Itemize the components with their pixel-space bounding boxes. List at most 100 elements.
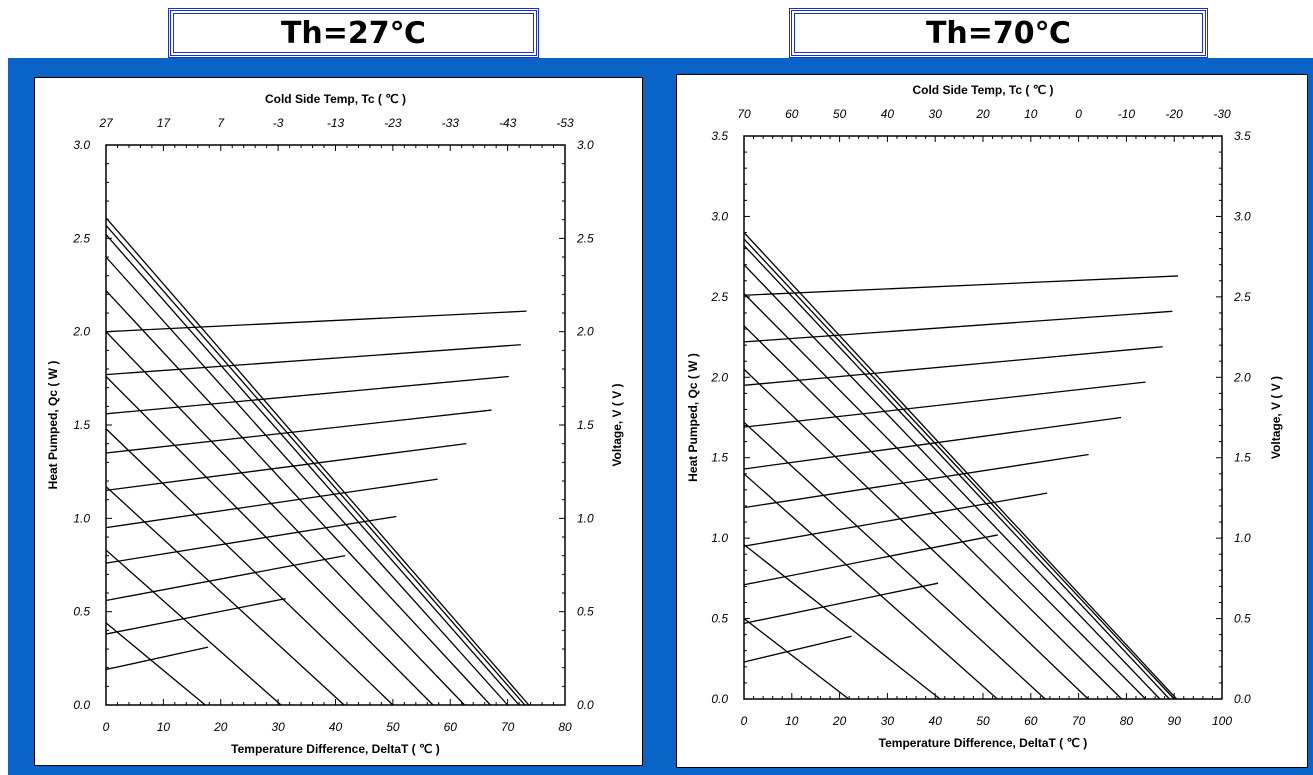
chart1-voltage-line bbox=[105, 443, 467, 491]
chart2-x-tick-label: 0 bbox=[741, 714, 748, 728]
chart1-x2-tick-label: 27 bbox=[98, 116, 114, 130]
chart1-voltage-line bbox=[105, 375, 509, 415]
chart1-voltage-line bbox=[105, 478, 438, 529]
chart2-y-axis-title: Heat Pumped, Qc ( W ) bbox=[686, 353, 700, 482]
chart2-y-tick-label: 3.5 bbox=[711, 129, 728, 143]
chart2-heat-pumped-line bbox=[743, 618, 850, 700]
chart1-x-tick-label: 30 bbox=[271, 720, 285, 734]
chart2-heat-pumped-line bbox=[743, 544, 941, 700]
chart1-y-axis-title: Heat Pumped, Qc ( W ) bbox=[46, 361, 60, 490]
chart1-y2-axis-title: Voltage, V ( V ) bbox=[610, 383, 624, 466]
chart1-heat-pumped-line bbox=[105, 256, 509, 706]
chart1-x2-tick-label: 17 bbox=[157, 116, 172, 130]
chart1-x-tick-label: 60 bbox=[444, 720, 458, 734]
chart1-y-tick-label: 2.5 bbox=[72, 231, 90, 245]
chart2-x2-tick-label: -30 bbox=[1213, 107, 1231, 121]
chart2-voltage-line bbox=[743, 453, 1089, 509]
chart1-y2-tick-label: 0.5 bbox=[577, 605, 594, 619]
chart1-voltage-line bbox=[105, 344, 521, 376]
chart1-x-axis-title: Temperature Difference, DeltaT ( ℃ ) bbox=[231, 742, 440, 756]
chart-title-right-text: Th=70℃ bbox=[925, 15, 1072, 51]
chart1-x2-tick-label: -3 bbox=[273, 116, 284, 130]
chart2-y-tick-label: 2.0 bbox=[710, 370, 728, 384]
chart2-x2-tick-label: 60 bbox=[785, 107, 799, 121]
chart2-x-tick-label: 30 bbox=[881, 714, 895, 728]
chart2-y2-tick-label: 3.0 bbox=[1234, 209, 1251, 223]
chart1-heat-pumped-line bbox=[105, 622, 206, 706]
chart2-voltage-line bbox=[743, 310, 1173, 343]
chart2-x-tick-label: 80 bbox=[1120, 714, 1134, 728]
chart2-heat-pumped-line bbox=[743, 421, 1046, 700]
chart2-x2-tick-label: 20 bbox=[975, 107, 990, 121]
chart1-voltage-line bbox=[105, 310, 527, 333]
chart2-heat-pumped-line bbox=[743, 368, 1089, 700]
chart1-y-tick-label: 3.0 bbox=[73, 138, 90, 152]
chart2-heat-pumped-line bbox=[743, 232, 1178, 700]
chart2-x2-tick-label: -20 bbox=[1166, 107, 1184, 121]
chart-title-left: Th=27℃ bbox=[168, 8, 539, 58]
chart2-heat-pumped-line bbox=[743, 264, 1161, 700]
chart2-voltage-line bbox=[743, 381, 1146, 428]
chart2-heat-pumped-line bbox=[743, 244, 1170, 700]
chart2-y-tick-label: 0.5 bbox=[711, 612, 728, 626]
chart2-y2-tick-label: 0.0 bbox=[1234, 692, 1251, 706]
chart1-heat-pumped-line bbox=[105, 428, 394, 706]
chart1-x2-tick-label: 7 bbox=[217, 116, 225, 130]
chart1-voltage-line bbox=[105, 515, 397, 564]
chart1-heat-pumped-line bbox=[105, 224, 526, 706]
chart1-voltage-line bbox=[105, 646, 209, 671]
chart1-x2-tick-label: -33 bbox=[442, 116, 460, 130]
chart2-heat-pumped-line bbox=[743, 293, 1146, 700]
chart2-y-tick-label: 3.0 bbox=[711, 209, 728, 223]
chart2-x-tick-label: 40 bbox=[929, 714, 943, 728]
chart1-y2-tick-label: 1.0 bbox=[577, 511, 594, 525]
chart2-y2-tick-label: 1.5 bbox=[1234, 451, 1251, 465]
chart2-plot-frame bbox=[743, 135, 1223, 700]
chart1-y-tick-label: 0.0 bbox=[73, 698, 90, 712]
chart1-x-tick-label: 80 bbox=[558, 720, 572, 734]
chart1-heat-pumped-line bbox=[105, 549, 282, 706]
chart2-y-tick-label: 2.5 bbox=[710, 290, 728, 304]
chart1-x2-axis-title: Cold Side Temp, Tc ( ℃ ) bbox=[265, 92, 406, 106]
chart2-x2-tick-label: 70 bbox=[737, 107, 751, 121]
chart2-y2-axis-title: Voltage, V ( V ) bbox=[1269, 376, 1283, 459]
chart1-y2-tick-label: 2.0 bbox=[576, 325, 594, 339]
chart1-heat-pumped-line bbox=[105, 486, 345, 706]
chart2-x-tick-label: 90 bbox=[1168, 714, 1182, 728]
chart2-x2-tick-label: 0 bbox=[1075, 107, 1082, 121]
chart1-x2-tick-label: -23 bbox=[384, 116, 402, 130]
chart2-y2-tick-label: 0.5 bbox=[1234, 612, 1251, 626]
chart-title-right: Th=70℃ bbox=[789, 8, 1208, 58]
chart2-voltage-line bbox=[743, 582, 939, 625]
chart2-y2-tick-label: 3.5 bbox=[1234, 129, 1251, 143]
chart2-x-tick-label: 20 bbox=[832, 714, 847, 728]
chart-panel-left: 0 10 20 30 40 50 60 70 80 27 17 7 -3 -13 -23 -33 -43 -53 0… bbox=[34, 77, 643, 766]
chart2-y2-tick-label: 2.0 bbox=[1233, 370, 1251, 384]
chart2-voltage-line bbox=[743, 346, 1163, 386]
chart1-heat-pumped-line bbox=[105, 376, 434, 706]
chart1-y2-tick-label: 0.0 bbox=[577, 698, 594, 712]
chart1-x-tick-label: 0 bbox=[103, 720, 110, 734]
chart2-x-tick-label: 60 bbox=[1024, 714, 1038, 728]
chart1-x-tick-label: 10 bbox=[157, 720, 171, 734]
chart2-y-tick-label: 1.5 bbox=[711, 451, 728, 465]
chart1-y-tick-label: 2.0 bbox=[72, 325, 90, 339]
chart2-y2-tick-label: 1.0 bbox=[1234, 531, 1251, 545]
chart2-voltage-line bbox=[743, 275, 1179, 296]
chart1-y2-tick-label: 1.5 bbox=[577, 418, 594, 432]
chart2-x2-tick-label: 50 bbox=[833, 107, 847, 121]
chart2-x2-axis-title: Cold Side Temp, Tc ( ℃ ) bbox=[912, 83, 1053, 97]
chart2-x2-tick-label: 30 bbox=[929, 107, 943, 121]
chart1-heat-pumped-line bbox=[105, 331, 466, 706]
chart-title-left-text: Th=27℃ bbox=[280, 15, 427, 51]
chart1-y2-tick-label: 3.0 bbox=[577, 138, 594, 152]
chart1-x-tick-label: 50 bbox=[386, 720, 400, 734]
chart2-x-tick-label: 10 bbox=[785, 714, 799, 728]
chart1-x-tick-label: 20 bbox=[213, 720, 228, 734]
chart2-voltage-line bbox=[743, 492, 1048, 547]
chart-panel-right: 0 10 20 30 40 50 60 70 80 90 100 70 60 50 40 30 20 10 0 -10… bbox=[676, 74, 1308, 768]
chart2-x2-tick-label: 10 bbox=[1024, 107, 1038, 121]
chart2-voltage-line bbox=[743, 635, 852, 663]
chart1-y-tick-label: 1.0 bbox=[73, 511, 90, 525]
